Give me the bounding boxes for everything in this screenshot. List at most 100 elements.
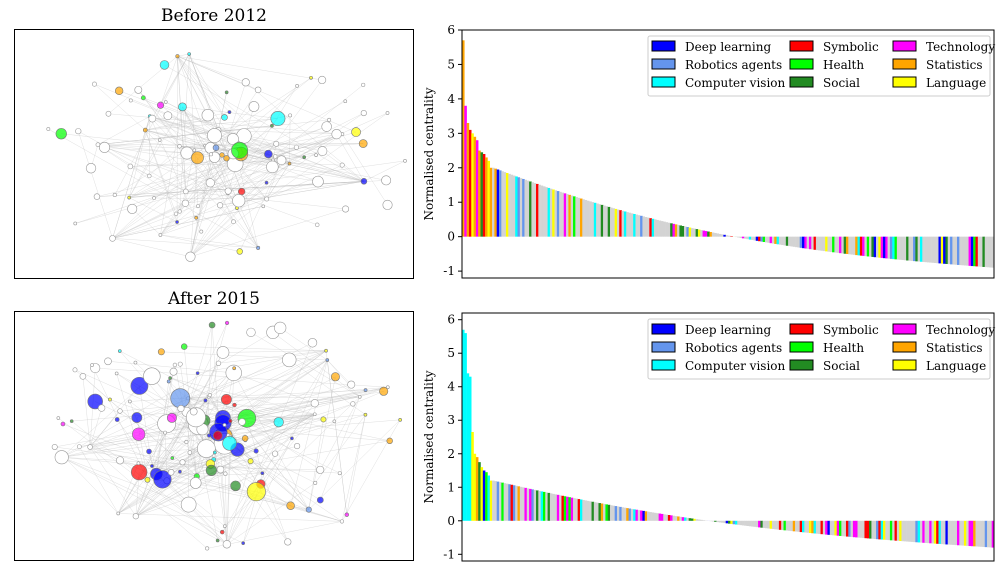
centrality-bar: [832, 520, 835, 536]
centrality-bar: [573, 196, 576, 237]
network-edge: [89, 446, 208, 549]
centrality-bar: [873, 520, 877, 539]
legend-label: Health: [823, 58, 864, 72]
network-node: [227, 110, 232, 114]
network-nodes: [46, 52, 407, 262]
network-edge: [97, 144, 319, 182]
network-edge: [214, 452, 228, 545]
legend-swatch: [651, 40, 676, 52]
centrality-bar: [901, 236, 905, 261]
centrality-bar: [503, 483, 507, 521]
centrality-bar: [635, 509, 639, 521]
network-node: [187, 52, 191, 56]
network-node: [87, 393, 103, 410]
centrality-bar: [536, 183, 539, 237]
network-edge: [90, 446, 263, 474]
network-node: [332, 419, 337, 424]
centrality-bar: [876, 520, 879, 540]
centrality-bar: [834, 236, 837, 253]
centrality-bar: [954, 236, 958, 265]
y-tick-label: 2: [447, 447, 455, 461]
network-node: [327, 117, 332, 122]
legend-swatch: [789, 58, 814, 70]
centrality-bar: [769, 236, 773, 244]
network-edge: [363, 160, 406, 182]
centrality-bar: [475, 457, 479, 521]
centrality-bar: [982, 236, 985, 267]
centrality-bar: [665, 222, 669, 237]
centrality-bar: [753, 236, 757, 241]
network-node: [347, 380, 356, 389]
centrality-bar: [721, 520, 724, 523]
network-node: [246, 482, 266, 502]
centrality-bar: [480, 467, 484, 521]
centrality-bar: [737, 520, 740, 525]
network-node: [152, 196, 157, 200]
network-node: [321, 121, 332, 132]
network-node: [222, 423, 227, 427]
centrality-bar: [577, 197, 581, 237]
centrality-bar: [859, 236, 863, 256]
centrality-bar: [547, 492, 551, 521]
centrality-bar: [980, 520, 983, 547]
centrality-bar: [792, 236, 796, 247]
centrality-bar: [485, 157, 488, 237]
network-edge: [156, 322, 228, 475]
centrality-bar: [991, 520, 995, 548]
centrality-bar: [468, 376, 472, 521]
centrality-bar: [730, 520, 733, 524]
centrality-bar: [473, 453, 477, 521]
centrality-bar: [653, 512, 657, 521]
centrality-bar: [829, 520, 833, 536]
centrality-bar: [811, 520, 814, 534]
network-node: [130, 376, 149, 395]
network-edge: [112, 238, 259, 249]
centrality-bar: [651, 512, 655, 521]
centrality-bar: [947, 520, 951, 545]
network-edge: [171, 394, 210, 420]
centrality-bar: [552, 189, 555, 237]
network-edge: [327, 359, 352, 385]
network-node: [185, 251, 196, 262]
network-edge: [135, 438, 293, 517]
network-node: [320, 416, 327, 423]
centrality-bar: [977, 236, 981, 267]
centrality-bar: [827, 236, 831, 252]
network-node: [148, 114, 157, 123]
centrality-bar: [616, 506, 620, 521]
network-node: [116, 511, 121, 516]
network-edge: [182, 106, 259, 248]
centrality-bar: [859, 520, 863, 538]
network-node: [167, 469, 175, 476]
network-node: [305, 506, 312, 513]
network-edge: [177, 56, 209, 116]
centrality-bar: [767, 236, 770, 243]
legend-swatch: [651, 76, 676, 88]
network-node: [237, 187, 246, 196]
centrality-bar: [695, 229, 699, 237]
y-tick-label: 3: [447, 413, 455, 427]
network-node: [264, 196, 270, 202]
centrality-bar: [515, 485, 518, 521]
network-node: [56, 416, 61, 420]
centrality-bar: [970, 520, 974, 547]
centrality-bar: [517, 486, 521, 521]
network-node: [274, 321, 287, 334]
network-edge: [145, 118, 278, 131]
centrality-bar: [623, 211, 627, 237]
centrality-bar: [531, 182, 534, 237]
centrality-bar: [903, 236, 907, 261]
network-node: [325, 358, 330, 362]
centrality-bar: [482, 470, 486, 521]
centrality-bar: [515, 176, 518, 237]
network-edge: [217, 92, 227, 131]
centrality-bar: [790, 520, 794, 532]
centrality-bar: [640, 215, 643, 237]
centrality-bar: [718, 233, 722, 237]
centrality-bar: [783, 520, 787, 531]
centrality-bar: [665, 514, 669, 521]
network-edge: [222, 414, 315, 533]
centrality-bar: [626, 212, 629, 237]
centrality-bar: [755, 520, 759, 528]
centrality-bar: [480, 152, 484, 237]
